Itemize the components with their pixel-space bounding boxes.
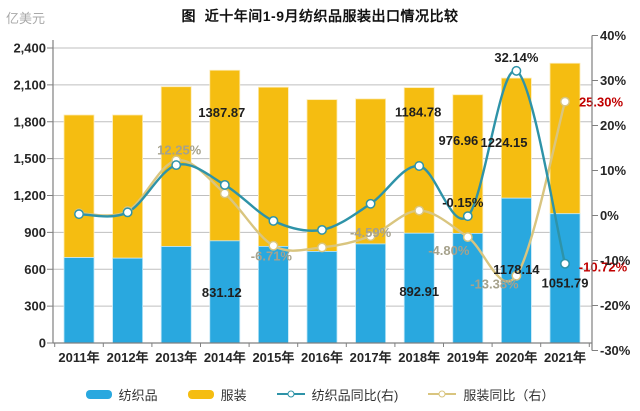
- svg-text:2012年: 2012年: [107, 350, 149, 365]
- svg-text:40%: 40%: [600, 28, 626, 43]
- svg-text:892.91: 892.91: [399, 284, 439, 299]
- svg-text:976.96: 976.96: [439, 133, 479, 148]
- svg-text:-13.38%: -13.38%: [470, 277, 519, 292]
- legend-item-garments: 服装: [187, 385, 247, 404]
- svg-text:300: 300: [24, 299, 46, 314]
- svg-text:2011年: 2011年: [58, 350, 99, 365]
- legend-label-textiles: 纺织品: [118, 387, 158, 403]
- svg-text:-4.59%: -4.59%: [350, 225, 392, 240]
- svg-text:2019年: 2019年: [447, 350, 489, 365]
- svg-text:0: 0: [39, 336, 46, 351]
- svg-text:2017年: 2017年: [350, 350, 392, 365]
- legend-label-garments: 服装: [220, 387, 247, 403]
- svg-text:2018年: 2018年: [398, 350, 440, 365]
- svg-text:1224.15: 1224.15: [481, 135, 528, 150]
- svg-text:1,800: 1,800: [13, 114, 46, 129]
- svg-text:-20%: -20%: [600, 298, 631, 313]
- svg-text:-10.72%: -10.72%: [579, 260, 628, 275]
- svg-text:2,100: 2,100: [13, 77, 46, 92]
- svg-text:30%: 30%: [600, 73, 626, 88]
- textiles-swatch-icon: [85, 389, 112, 399]
- legend-item-garments-yoy: 服装同比（右）: [428, 385, 554, 404]
- legend-item-textiles-yoy: 纺织品同比(右): [276, 385, 399, 404]
- garments-yoy-line-marker-icon: [428, 389, 457, 399]
- chart-canvas: 1387.87831.121184.78892.91976.961178.141…: [13, 28, 631, 365]
- legend-label-garments-yoy: 服装同比（右）: [463, 387, 555, 403]
- svg-text:12.25%: 12.25%: [157, 142, 202, 157]
- svg-text:2020年: 2020年: [495, 350, 537, 365]
- legend-item-textiles: 纺织品: [85, 385, 158, 404]
- legend-label-textiles-yoy: 纺织品同比(右): [311, 387, 399, 403]
- chart-title: 图 近十年间1-9月纺织品服装出口情况比较: [181, 8, 459, 24]
- svg-text:1051.79: 1051.79: [542, 276, 589, 291]
- svg-text:2014年: 2014年: [204, 350, 246, 365]
- svg-text:2013年: 2013年: [155, 350, 197, 365]
- textiles-yoy-line-marker-icon: [276, 389, 305, 399]
- svg-text:2021年: 2021年: [544, 350, 586, 365]
- svg-text:32.14%: 32.14%: [494, 50, 539, 65]
- svg-text:10%: 10%: [600, 163, 626, 178]
- svg-text:25.30%: 25.30%: [579, 95, 624, 110]
- svg-text:900: 900: [24, 225, 46, 240]
- svg-text:1387.87: 1387.87: [198, 105, 245, 120]
- svg-text:2015年: 2015年: [252, 350, 294, 365]
- chart-legend: 纺织品 服装 纺织品同比(右) 服装同比（右）: [0, 383, 640, 405]
- svg-text:1,500: 1,500: [13, 151, 46, 166]
- svg-text:-10%: -10%: [600, 253, 631, 268]
- svg-text:1178.14: 1178.14: [493, 262, 540, 277]
- svg-text:2,400: 2,400: [13, 41, 46, 56]
- svg-text:-4.80%: -4.80%: [428, 243, 470, 258]
- svg-text:831.12: 831.12: [202, 285, 242, 300]
- garments-swatch-icon: [187, 389, 214, 399]
- left-axis-unit-label: 亿美元: [6, 11, 46, 26]
- svg-text:600: 600: [24, 262, 46, 277]
- svg-text:1,200: 1,200: [13, 188, 46, 203]
- svg-text:2016年: 2016年: [301, 350, 343, 365]
- svg-text:-30%: -30%: [600, 343, 631, 358]
- svg-text:-6.71%: -6.71%: [251, 249, 293, 264]
- svg-text:20%: 20%: [600, 118, 626, 133]
- svg-text:0%: 0%: [600, 208, 619, 223]
- svg-text:1184.78: 1184.78: [395, 105, 441, 120]
- svg-text:-0.15%: -0.15%: [442, 195, 484, 210]
